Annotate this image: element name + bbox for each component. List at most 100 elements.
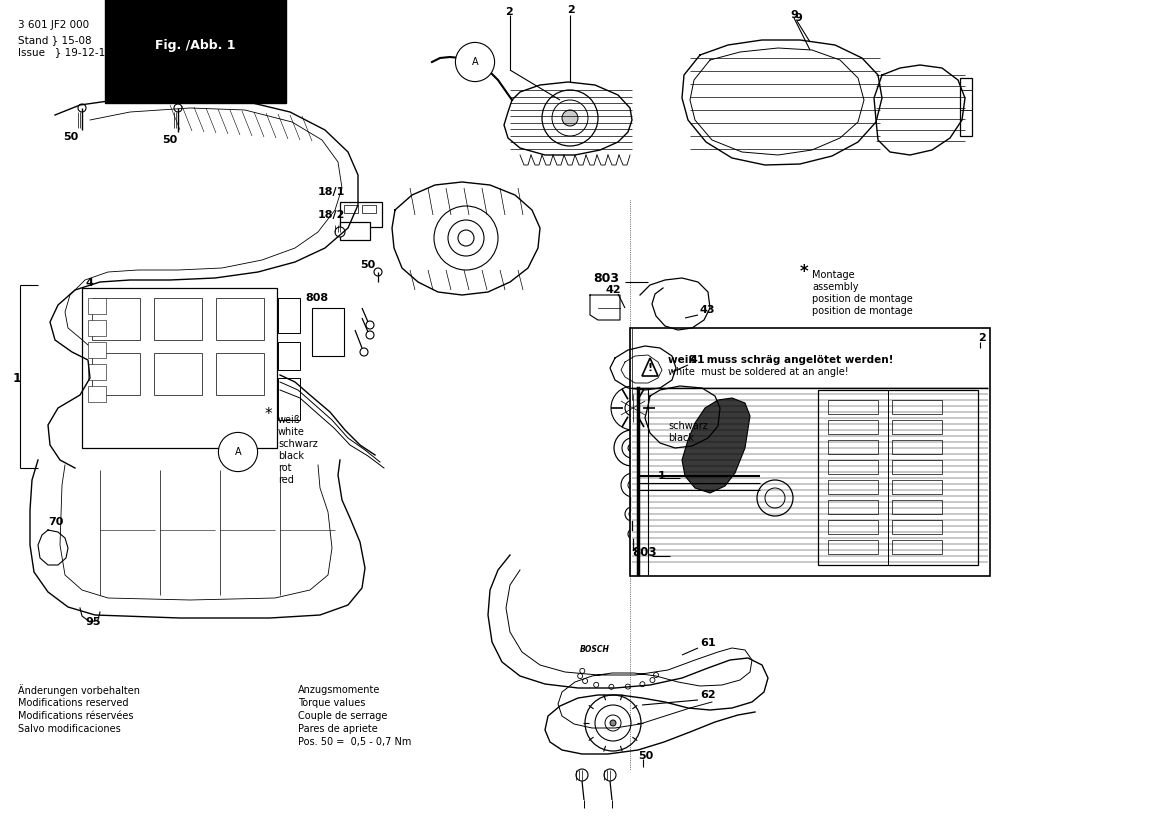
Circle shape	[174, 104, 182, 112]
Bar	[92, 298, 140, 340]
Bar	[892, 440, 942, 454]
Bar	[828, 460, 878, 474]
Text: 4: 4	[85, 278, 92, 288]
Text: 1: 1	[13, 372, 21, 384]
Bar	[340, 222, 371, 240]
Bar	[88, 298, 106, 314]
Text: A: A	[471, 57, 478, 67]
Circle shape	[448, 220, 484, 256]
Text: white  must be soldered at an angle!: white must be soldered at an angle!	[667, 367, 849, 377]
Text: 42: 42	[606, 285, 621, 295]
Text: 9: 9	[794, 13, 802, 23]
Bar	[892, 400, 942, 414]
Bar	[154, 298, 202, 340]
Circle shape	[650, 677, 655, 682]
Text: 2: 2	[567, 5, 575, 15]
Polygon shape	[642, 358, 658, 376]
Circle shape	[542, 90, 599, 146]
Circle shape	[595, 705, 631, 741]
Circle shape	[584, 695, 641, 751]
Circle shape	[366, 331, 374, 339]
Circle shape	[628, 529, 638, 539]
Circle shape	[629, 511, 635, 517]
Text: Pares de apriete: Pares de apriete	[298, 724, 378, 734]
Text: *: *	[265, 407, 272, 423]
Circle shape	[765, 488, 786, 508]
Bar	[828, 420, 878, 434]
Circle shape	[625, 684, 630, 689]
Bar	[88, 320, 106, 336]
Circle shape	[653, 672, 658, 677]
Text: Änderungen vorbehalten: Änderungen vorbehalten	[18, 684, 140, 696]
Circle shape	[625, 400, 641, 416]
Text: Salvo modificaciones: Salvo modificaciones	[18, 724, 120, 734]
Bar	[92, 353, 140, 395]
Text: 95: 95	[85, 617, 101, 627]
Bar	[828, 520, 878, 534]
Text: 50: 50	[162, 135, 178, 145]
Circle shape	[360, 348, 368, 356]
Circle shape	[458, 230, 473, 246]
Circle shape	[609, 684, 614, 690]
Circle shape	[614, 430, 650, 466]
Text: schwarz: schwarz	[667, 421, 707, 431]
Circle shape	[552, 100, 588, 136]
Circle shape	[604, 769, 616, 781]
Bar	[88, 386, 106, 402]
Bar	[828, 500, 878, 514]
Text: Fig. /Abb. 1: Fig. /Abb. 1	[155, 40, 235, 53]
Bar	[82, 288, 277, 448]
Circle shape	[621, 473, 645, 497]
Text: Modifications reserved: Modifications reserved	[18, 698, 129, 708]
Bar	[828, 440, 878, 454]
Bar	[88, 364, 106, 380]
Bar	[216, 298, 264, 340]
Text: Pos. 50 =  0,5 - 0,7 Nm: Pos. 50 = 0,5 - 0,7 Nm	[298, 737, 411, 747]
Text: 803: 803	[632, 547, 657, 559]
Text: position de montage: position de montage	[812, 294, 913, 304]
Text: black: black	[667, 433, 694, 443]
Text: Montage: Montage	[812, 270, 855, 280]
Bar	[362, 205, 376, 213]
Text: 1: 1	[658, 471, 666, 481]
Bar	[960, 78, 971, 136]
Bar	[340, 202, 382, 227]
Bar	[312, 308, 344, 356]
Text: position de montage: position de montage	[812, 306, 913, 316]
Text: A: A	[235, 447, 241, 457]
Text: 43: 43	[700, 305, 715, 315]
Text: 50: 50	[63, 132, 78, 142]
Text: 2: 2	[978, 333, 985, 343]
Text: weiß: weiß	[278, 415, 300, 425]
Circle shape	[628, 480, 638, 490]
Text: 50: 50	[638, 751, 653, 761]
Circle shape	[576, 769, 588, 781]
Circle shape	[78, 104, 87, 112]
Circle shape	[580, 668, 584, 673]
Text: white: white	[278, 427, 305, 437]
Bar	[892, 520, 942, 534]
Bar	[892, 460, 942, 474]
Bar	[278, 298, 300, 333]
Text: 50: 50	[360, 260, 375, 270]
Text: !: !	[648, 363, 652, 373]
Circle shape	[606, 715, 621, 731]
Bar	[828, 480, 878, 494]
Circle shape	[336, 227, 345, 237]
Circle shape	[611, 386, 655, 430]
Bar	[828, 400, 878, 414]
Text: 9: 9	[790, 10, 798, 20]
Text: red: red	[278, 475, 293, 485]
Text: Anzugsmomente: Anzugsmomente	[298, 685, 380, 695]
Text: black: black	[278, 451, 304, 461]
Circle shape	[374, 268, 382, 276]
Bar	[818, 390, 978, 565]
Bar	[278, 378, 300, 420]
Bar	[630, 328, 990, 576]
Bar	[88, 342, 106, 358]
Text: 70: 70	[48, 517, 63, 527]
Bar	[344, 205, 358, 213]
Text: Issue   } 19-12-12: Issue } 19-12-12	[18, 47, 112, 57]
Text: assembly: assembly	[812, 282, 858, 292]
Text: 18/1: 18/1	[318, 187, 345, 197]
